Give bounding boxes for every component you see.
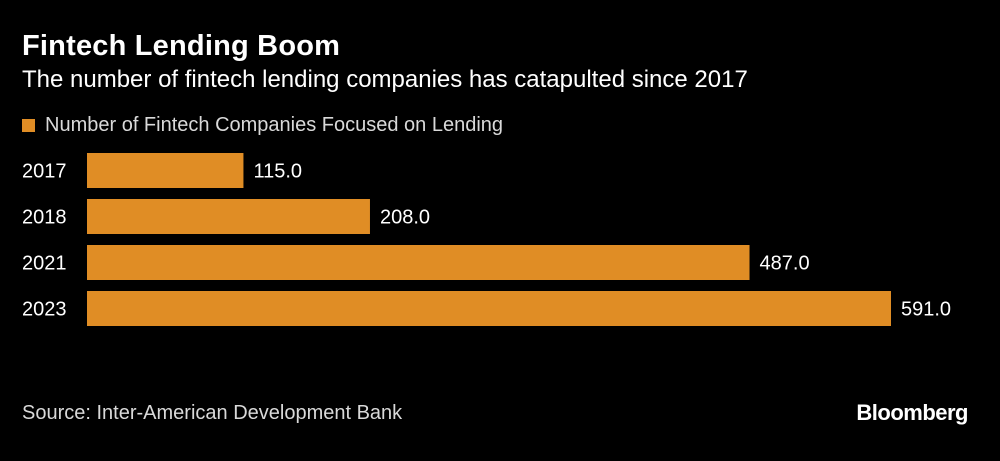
data-label-2021: 487.0 <box>760 253 810 275</box>
data-label-2023: 591.0 <box>901 299 951 321</box>
legend: Number of Fintech Companies Focused on L… <box>22 114 503 137</box>
source-note: Source: Inter-American Development Bank <box>22 402 403 424</box>
bar-2023 <box>87 291 891 326</box>
category-label-2021: 2021 <box>22 253 67 275</box>
legend-swatch <box>22 119 35 132</box>
category-label-2018: 2018 <box>22 207 67 229</box>
bar-2017 <box>87 153 244 188</box>
category-label-2023: 2023 <box>22 299 67 321</box>
chart-subtitle: The number of fintech lending companies … <box>22 66 748 93</box>
category-label-2017: 2017 <box>22 161 67 183</box>
bar-chart: 2017 115.0 2018 208.0 2021 487.0 2023 591.0 <box>22 153 951 326</box>
bar-2018 <box>87 199 370 234</box>
legend-label: Number of Fintech Companies Focused on L… <box>45 114 504 136</box>
chart-title: Fintech Lending Boom <box>22 30 341 62</box>
data-label-2018: 208.0 <box>380 207 430 229</box>
bloomberg-logo: Bloomberg <box>856 400 968 425</box>
data-label-2017: 115.0 <box>253 161 302 183</box>
bar-2021 <box>87 245 750 280</box>
